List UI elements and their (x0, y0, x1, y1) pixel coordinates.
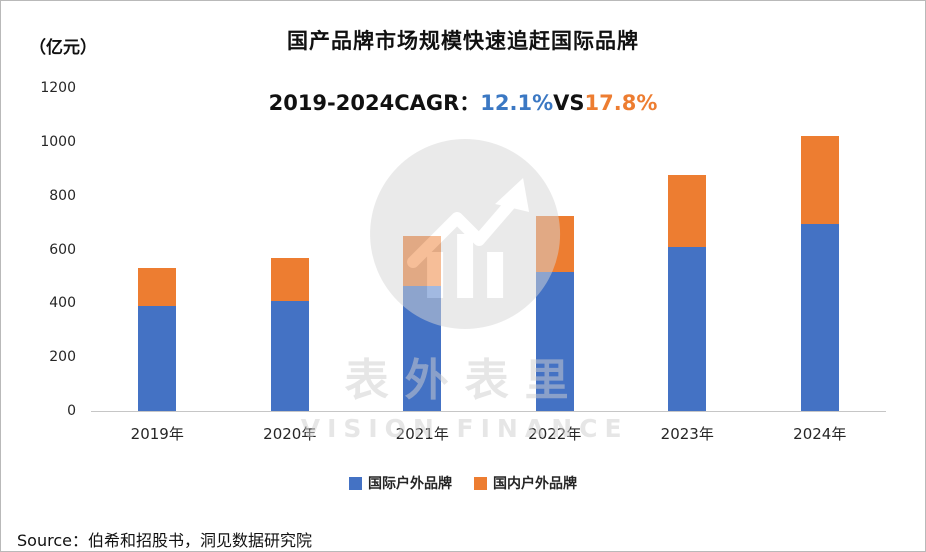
cagr-international-value: 12.1% (480, 91, 554, 115)
legend-item-international: 国际户外品牌 (349, 473, 452, 493)
x-tick-label: 2019年 (130, 425, 184, 443)
plot-area: 0 200 400 600 800 1000 1200 2019年 2020年 2021年 202… (40, 80, 887, 443)
legend: 国际户外品牌 国内户外品牌 (1, 473, 925, 493)
bar-segment-domestic (403, 236, 442, 286)
x-tick-label: 2024年 (793, 425, 847, 443)
x-tick-label: 2023年 (660, 425, 714, 443)
chart-subtitle: 2019-2024CAGR：12.1%VS17.8% (1, 87, 925, 117)
legend-label: 国内户外品牌 (493, 476, 577, 492)
bar-slot: 2021年 (356, 88, 489, 443)
bar-segment-domestic (668, 175, 707, 247)
bars-container: 2019年 2020年 2021年 2022年 2023年 2024年 (91, 88, 887, 443)
bar-slot: 2019年 (91, 88, 224, 443)
x-tick-label: 2022年 (528, 425, 582, 443)
bar-segment-domestic (535, 215, 574, 273)
bar-segment-international (535, 272, 574, 411)
source-note: Source：伯希和招股书，洞见数据研究院 (17, 531, 312, 550)
cagr-domestic-value: 17.8% (584, 91, 658, 115)
legend-label: 国际户外品牌 (368, 476, 452, 492)
subtitle-prefix: 2019-2024CAGR： (268, 91, 481, 115)
bar-slot: 2020年 (224, 88, 357, 443)
stacked-bar (668, 175, 707, 411)
y-tick-label: 800 (49, 187, 76, 204)
x-tick-label: 2021年 (395, 425, 449, 443)
y-tick-label: 0 (67, 403, 76, 419)
stacked-bar (535, 215, 574, 411)
bar-segment-domestic (138, 268, 177, 307)
stacked-bar (800, 136, 839, 411)
legend-swatch (349, 476, 362, 490)
bar-segment-international (800, 223, 839, 411)
y-axis-unit-label: （亿元） (29, 38, 97, 58)
chart-title: 国产品牌市场规模快速追赶国际品牌 (287, 29, 639, 53)
legend-swatch (474, 476, 487, 490)
bar-slot: 2023年 (621, 88, 754, 443)
bar-segment-domestic (800, 136, 839, 224)
subtitle-vs: VS (553, 91, 585, 115)
stacked-bar (403, 236, 442, 411)
bar-slot: 2024年 (754, 88, 887, 443)
y-tick-label: 1000 (40, 133, 76, 150)
bar-segment-domestic (270, 257, 309, 301)
bar-segment-international (138, 306, 177, 411)
bar-segment-international (403, 285, 442, 411)
y-tick-label: 1200 (40, 80, 76, 96)
y-tick-label: 400 (49, 295, 76, 312)
y-axis: 0 200 400 600 800 1000 1200 (21, 80, 76, 419)
legend-item-domestic: 国内户外品牌 (474, 473, 577, 493)
x-tick-label: 2020年 (263, 425, 317, 443)
y-tick-label: 600 (49, 241, 76, 258)
y-tick-label: 200 (49, 349, 76, 366)
bar-segment-international (270, 300, 309, 411)
bar-slot: 2022年 (489, 88, 622, 443)
stacked-bar (138, 268, 177, 411)
bar-segment-international (668, 246, 707, 411)
stacked-bar (270, 257, 309, 411)
